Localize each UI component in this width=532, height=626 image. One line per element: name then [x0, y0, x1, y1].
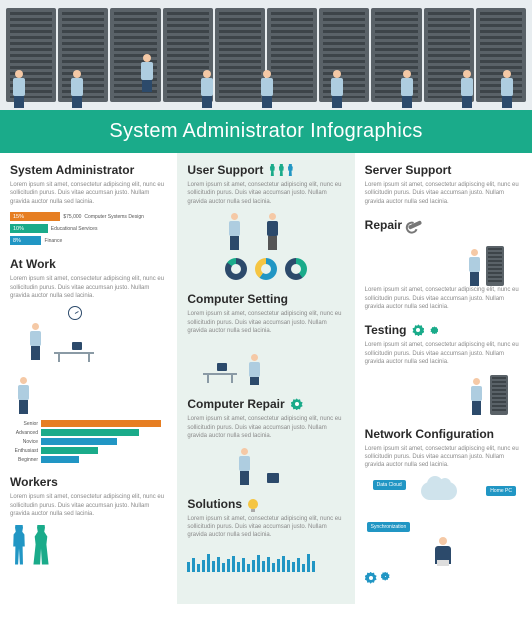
section-server-support: Server Support Lorem ipsum sit amet, con… — [365, 163, 522, 206]
gear-icon — [291, 398, 303, 410]
lorem-text: Lorem ipsum sit amet, consectetur adipis… — [365, 341, 522, 366]
columns: System Administrator Lorem ipsum sit ame… — [0, 153, 532, 604]
heading-atwork: At Work — [10, 257, 167, 271]
section-computer-repair: Computer Repair Lorem ipsum sit amet, co… — [187, 397, 344, 484]
lorem-text: Lorem ipsum sit amet, consectetur adipis… — [187, 415, 344, 440]
tag-homepc: Home PC — [486, 486, 516, 496]
hero-illustration — [0, 0, 532, 110]
heading-testing: Testing — [365, 323, 522, 337]
network-diagram: Data Cloud Home PC Synchronization — [365, 476, 522, 566]
gear-icon — [381, 572, 390, 581]
heading-solutions: Solutions — [187, 497, 344, 511]
user-support-illustration — [187, 210, 344, 250]
heading-sysadmin: System Administrator — [10, 163, 167, 177]
banner-title: System Administrator Infographics — [0, 110, 532, 153]
column-2: User Support Lorem ipsum sit amet, conse… — [177, 153, 354, 604]
section-sysadmin: System Administrator Lorem ipsum sit ame… — [10, 163, 167, 245]
atwork-illustration — [10, 304, 167, 360]
section-workers: Workers Lorem ipsum sit amet, consectetu… — [10, 475, 167, 564]
bulb-icon — [248, 499, 258, 509]
lorem-text: Lorem ipsum sit amet, consectetur adipis… — [187, 515, 344, 540]
repair-illustration — [187, 445, 344, 485]
server-icon — [486, 246, 504, 286]
tag-datacloud: Data Cloud — [373, 480, 406, 490]
section-testing: Testing Lorem ipsum sit amet, consectetu… — [365, 323, 522, 414]
lorem-text: Lorem ipsum sit amet, consectetur adipis… — [187, 310, 344, 335]
lorem-text: Lorem ipsum sit amet, consectetur adipis… — [10, 493, 167, 518]
section-user-support: User Support Lorem ipsum sit amet, conse… — [187, 163, 344, 280]
column-1: System Administrator Lorem ipsum sit ame… — [0, 153, 177, 604]
lorem-text: Lorem ipsum sit amet, consectetur adipis… — [365, 181, 522, 206]
skill-bars: SeniorAdvancedNoviceEnthusiastBeginner — [10, 420, 167, 463]
lorem-text: Lorem ipsum sit amet, consectetur adipis… — [187, 181, 344, 206]
heading-server-support: Server Support — [365, 163, 522, 177]
heading-network: Network Configuration — [365, 427, 522, 441]
section-skills: SeniorAdvancedNoviceEnthusiastBeginner — [10, 372, 167, 463]
donut-charts — [187, 258, 344, 280]
laptop-person — [435, 537, 451, 566]
section-computer-setting: Computer Setting Lorem ipsum sit amet, c… — [187, 292, 344, 385]
lorem-text: Lorem ipsum sit amet, consectetur adipis… — [10, 181, 167, 206]
worker-silhouettes — [10, 525, 167, 565]
server-icon — [490, 375, 508, 415]
column-3: Server Support Lorem ipsum sit amet, con… — [355, 153, 532, 604]
wrench-icon — [408, 220, 422, 230]
bottom-gears — [365, 572, 522, 584]
heading-user-support: User Support — [187, 163, 344, 177]
heading-computer-setting: Computer Setting — [187, 292, 344, 306]
gear-icon — [412, 324, 424, 336]
people-icons — [269, 164, 293, 176]
lorem-text: Lorem ipsum sit amet, consectetur adipis… — [10, 275, 167, 300]
heading-workers: Workers — [10, 475, 167, 489]
setting-illustration — [187, 339, 344, 385]
section-solutions: Solutions Lorem ipsum sit amet, consecte… — [187, 497, 344, 572]
heading-repair: Repair — [365, 218, 522, 232]
lorem-text: Lorem ipsum sit amet, consectetur adipis… — [365, 445, 522, 470]
section-repair: Repair Lorem ipsum sit amet, consectetur… — [365, 218, 522, 311]
clock-icon — [68, 306, 82, 320]
repair3-illustration — [365, 236, 522, 286]
heading-computer-repair: Computer Repair — [187, 397, 344, 411]
section-network: Network Configuration Lorem ipsum sit am… — [365, 427, 522, 584]
solutions-bars — [187, 546, 344, 572]
gear-icon — [430, 326, 438, 334]
sysadmin-bars: 15%$75,000Computer Systems Design10%Educ… — [10, 212, 167, 245]
gear-icon — [365, 572, 377, 584]
lorem-text: Lorem ipsum sit amet, consectetur adipis… — [365, 286, 522, 311]
testing-illustration — [365, 371, 522, 415]
skills-illustration — [10, 372, 167, 414]
cloud-icon — [421, 482, 457, 500]
section-atwork: At Work Lorem ipsum sit amet, consectetu… — [10, 257, 167, 360]
tag-sync: Synchronization — [367, 522, 411, 532]
